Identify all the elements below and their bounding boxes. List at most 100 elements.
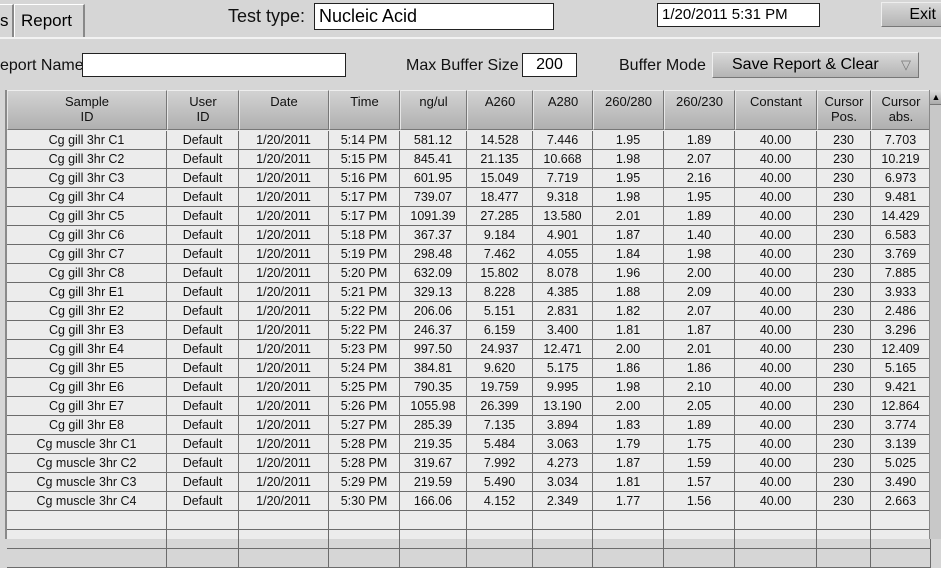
table-cell-ng-ul[interactable]: 319.67: [400, 454, 467, 473]
table-cell-a280[interactable]: 5.175: [533, 359, 593, 378]
table-cell-ratio-260-230[interactable]: 1.89: [664, 131, 735, 150]
table-cell-ratio-260-280[interactable]: 1.98: [593, 150, 664, 169]
table-cell-ratio-260-230[interactable]: 2.09: [664, 283, 735, 302]
table-cell-cursor-abs[interactable]: 6.973: [871, 169, 931, 188]
table-cell-ratio-260-280[interactable]: 1.79: [593, 435, 664, 454]
table-cell-date[interactable]: 1/20/2011: [239, 245, 329, 264]
table-cell-date[interactable]: 1/20/2011: [239, 302, 329, 321]
table-cell-date[interactable]: 1/20/2011: [239, 188, 329, 207]
table-cell-ratio-260-230[interactable]: 1.59: [664, 454, 735, 473]
table-cell-ng-ul[interactable]: 384.81: [400, 359, 467, 378]
table-cell-a280[interactable]: 4.901: [533, 226, 593, 245]
table-cell-a260[interactable]: 6.159: [467, 321, 533, 340]
empty-cell[interactable]: [329, 511, 400, 530]
table-cell-a280[interactable]: 4.055: [533, 245, 593, 264]
table-cell-a260[interactable]: 19.759: [467, 378, 533, 397]
table-cell-sample-id[interactable]: Cg muscle 3hr C1: [7, 435, 167, 454]
table-cell-a280[interactable]: 12.471: [533, 340, 593, 359]
table-cell-cursor-pos[interactable]: 230: [817, 473, 871, 492]
table-cell-a280[interactable]: 2.831: [533, 302, 593, 321]
empty-cell[interactable]: [239, 530, 329, 549]
table-cell-ng-ul[interactable]: 601.95: [400, 169, 467, 188]
table-cell-ratio-260-280[interactable]: 1.81: [593, 473, 664, 492]
table-cell-ratio-260-230[interactable]: 1.87: [664, 321, 735, 340]
table-cell-ng-ul[interactable]: 739.07: [400, 188, 467, 207]
table-cell-time[interactable]: 5:26 PM: [329, 397, 400, 416]
table-cell-cursor-abs[interactable]: 12.864: [871, 397, 931, 416]
table-cell-time[interactable]: 5:24 PM: [329, 359, 400, 378]
table-cell-sample-id[interactable]: Cg gill 3hr E3: [7, 321, 167, 340]
table-cell-constant[interactable]: 40.00: [735, 435, 817, 454]
table-cell-a280[interactable]: 3.034: [533, 473, 593, 492]
table-cell-cursor-abs[interactable]: 12.409: [871, 340, 931, 359]
max-buffer-input[interactable]: 200: [522, 53, 577, 77]
empty-cell[interactable]: [817, 511, 871, 530]
table-cell-ratio-260-280[interactable]: 1.96: [593, 264, 664, 283]
table-cell-ratio-260-230[interactable]: 1.89: [664, 207, 735, 226]
table-cell-date[interactable]: 1/20/2011: [239, 340, 329, 359]
table-cell-cursor-pos[interactable]: 230: [817, 245, 871, 264]
table-cell-ratio-260-280[interactable]: 1.95: [593, 131, 664, 150]
table-cell-user-id[interactable]: Default: [167, 283, 239, 302]
table-cell-cursor-pos[interactable]: 230: [817, 454, 871, 473]
table-cell-sample-id[interactable]: Cg gill 3hr C2: [7, 150, 167, 169]
table-cell-date[interactable]: 1/20/2011: [239, 283, 329, 302]
column-header-ratio-260-230[interactable]: 260/230: [664, 90, 735, 130]
table-cell-ratio-260-230[interactable]: 2.07: [664, 302, 735, 321]
table-cell-ng-ul[interactable]: 790.35: [400, 378, 467, 397]
table-cell-a260[interactable]: 4.152: [467, 492, 533, 511]
table-cell-cursor-pos[interactable]: 230: [817, 188, 871, 207]
table-cell-cursor-pos[interactable]: 230: [817, 169, 871, 188]
empty-cell[interactable]: [871, 549, 931, 568]
column-header-cursor-pos[interactable]: Cursor Pos.: [817, 90, 871, 130]
table-cell-ratio-260-280[interactable]: 2.00: [593, 397, 664, 416]
report-name-input[interactable]: [82, 53, 346, 77]
table-cell-cursor-abs[interactable]: 5.165: [871, 359, 931, 378]
empty-cell[interactable]: [871, 530, 931, 549]
column-header-a260[interactable]: A260: [467, 90, 533, 130]
table-cell-cursor-pos[interactable]: 230: [817, 131, 871, 150]
table-cell-ng-ul[interactable]: 1055.98: [400, 397, 467, 416]
table-cell-ratio-260-230[interactable]: 1.56: [664, 492, 735, 511]
table-cell-constant[interactable]: 40.00: [735, 397, 817, 416]
empty-cell[interactable]: [7, 530, 167, 549]
table-cell-time[interactable]: 5:28 PM: [329, 454, 400, 473]
table-cell-a280[interactable]: 13.190: [533, 397, 593, 416]
table-cell-sample-id[interactable]: Cg gill 3hr E6: [7, 378, 167, 397]
table-cell-user-id[interactable]: Default: [167, 397, 239, 416]
column-header-ng-ul[interactable]: ng/ul: [400, 90, 467, 130]
table-cell-ratio-260-230[interactable]: 2.00: [664, 264, 735, 283]
table-cell-cursor-pos[interactable]: 230: [817, 435, 871, 454]
empty-cell[interactable]: [239, 511, 329, 530]
table-cell-ng-ul[interactable]: 206.06: [400, 302, 467, 321]
table-cell-user-id[interactable]: Default: [167, 416, 239, 435]
table-cell-sample-id[interactable]: Cg gill 3hr C8: [7, 264, 167, 283]
table-cell-cursor-pos[interactable]: 230: [817, 283, 871, 302]
table-cell-a280[interactable]: 10.668: [533, 150, 593, 169]
table-cell-a280[interactable]: 9.318: [533, 188, 593, 207]
table-cell-date[interactable]: 1/20/2011: [239, 226, 329, 245]
table-cell-cursor-pos[interactable]: 230: [817, 150, 871, 169]
table-cell-a260[interactable]: 15.802: [467, 264, 533, 283]
table-cell-time[interactable]: 5:25 PM: [329, 378, 400, 397]
empty-cell[interactable]: [871, 511, 931, 530]
table-cell-a260[interactable]: 5.151: [467, 302, 533, 321]
table-cell-cursor-pos[interactable]: 230: [817, 492, 871, 511]
table-cell-date[interactable]: 1/20/2011: [239, 359, 329, 378]
table-cell-user-id[interactable]: Default: [167, 340, 239, 359]
table-cell-sample-id[interactable]: Cg gill 3hr E2: [7, 302, 167, 321]
table-cell-constant[interactable]: 40.00: [735, 302, 817, 321]
table-cell-time[interactable]: 5:28 PM: [329, 435, 400, 454]
table-cell-user-id[interactable]: Default: [167, 454, 239, 473]
table-cell-a260[interactable]: 15.049: [467, 169, 533, 188]
table-cell-time[interactable]: 5:16 PM: [329, 169, 400, 188]
table-cell-cursor-abs[interactable]: 10.219: [871, 150, 931, 169]
table-cell-cursor-abs[interactable]: 3.933: [871, 283, 931, 302]
empty-cell[interactable]: [329, 549, 400, 568]
buffer-mode-dropdown[interactable]: Save Report & Clear ▽: [712, 52, 919, 78]
empty-cell[interactable]: [533, 549, 593, 568]
table-cell-date[interactable]: 1/20/2011: [239, 416, 329, 435]
table-cell-date[interactable]: 1/20/2011: [239, 378, 329, 397]
table-cell-ratio-260-230[interactable]: 1.86: [664, 359, 735, 378]
table-cell-a280[interactable]: 2.349: [533, 492, 593, 511]
